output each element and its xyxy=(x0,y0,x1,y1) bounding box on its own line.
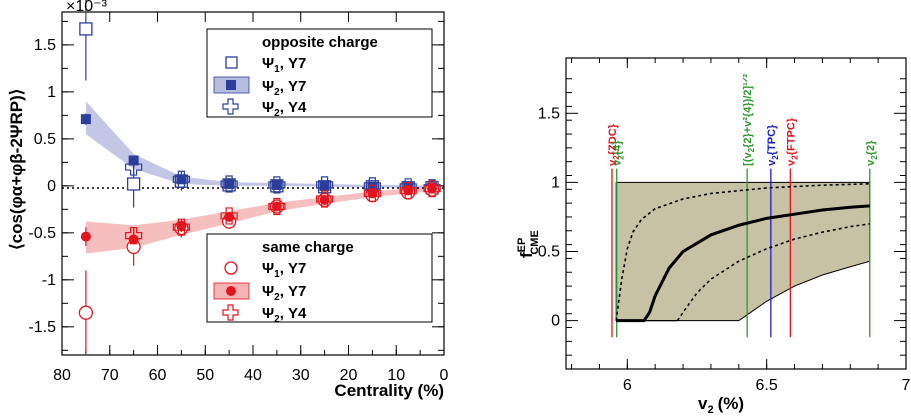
left-exponent-label: ×10⁻³ xyxy=(66,0,108,15)
data-point-open-cross xyxy=(363,184,381,202)
v2-reference-label: v2{FTPC} xyxy=(785,117,799,166)
v2-reference-label: v2{ZDC} xyxy=(607,123,621,165)
central-curve xyxy=(616,204,870,323)
legend-opposite-title: opposite charge xyxy=(262,34,378,51)
data-point-open-cross xyxy=(125,158,143,176)
right-y-tick-label: 1.5 xyxy=(538,105,560,122)
left-y-tick-label: 1 xyxy=(47,84,56,101)
right-y-tick-label: 0 xyxy=(551,313,560,330)
data-point-filled-square xyxy=(80,114,91,125)
left-y-tick-label: 1.5 xyxy=(34,37,56,54)
data-point-open-cross xyxy=(423,180,441,198)
left-x-tick-label: 40 xyxy=(244,367,262,384)
legend-open-cross-marker-red xyxy=(222,304,239,321)
legend-opposite-entry-1: Ψ1, Y7 xyxy=(262,55,306,75)
data-point-open-cross xyxy=(220,207,238,225)
left-x-tick-label: 30 xyxy=(292,367,310,384)
data-point-open-cross xyxy=(172,218,190,236)
left-x-tick-label: 60 xyxy=(149,367,167,384)
right-y-axis-label: fEPCME xyxy=(516,230,541,258)
right-y-tick-label: 0.5 xyxy=(538,244,560,261)
data-point-open-cross xyxy=(268,197,286,216)
right-plot-frame xyxy=(565,57,907,370)
left-x-axis-label: Centrality (%) xyxy=(334,381,444,400)
left-chart: 80 70 60 50 40 30 20 10 0 1.5 1 0.5 0 -0.5 -1 -1.5 oppo… xyxy=(7,0,449,400)
left-x-tick-label: 10 xyxy=(387,367,405,384)
legend-open-cross-marker xyxy=(222,98,239,115)
left-y-tick-label: 0.5 xyxy=(34,131,56,148)
legend-same-charge: same charge Ψ1, Y7 Ψ2, Y7 Ψ2, Y4 xyxy=(206,233,433,325)
left-y-axis-label: ⟨cos(φα+φβ-2ΨRP)⟩ xyxy=(7,89,26,250)
legend-filled-square-marker xyxy=(226,80,236,90)
data-point-open-cross xyxy=(220,175,238,193)
legend-open-square-marker xyxy=(225,56,238,69)
systematic-band xyxy=(85,186,433,254)
right-x-tick-label: 6.5 xyxy=(756,377,778,394)
data-point-open-square xyxy=(79,22,93,36)
left-x-tick-label: 80 xyxy=(53,367,71,384)
data-point-open-cross xyxy=(316,190,334,208)
left-x-tick-label: 50 xyxy=(196,367,214,384)
data-point-filled-circle xyxy=(80,231,91,242)
legend-open-circle-marker xyxy=(224,261,238,275)
data-point-open-cross xyxy=(172,170,190,188)
left-y-tick-label: -1.5 xyxy=(28,319,56,336)
v2-reference-label: v2{2} xyxy=(865,140,879,166)
legend-filled-circle-marker xyxy=(226,286,236,296)
legend-same-entry-1: Ψ1, Y7 xyxy=(262,260,306,280)
right-chart: 6 6.5 7 0 0.5 1 1.5 v2{ZDC}v2{4} [(v2{2}+v²{4})… xyxy=(516,57,911,416)
v2-reference-label: [(v2{2}+v²{4})/2]¹ᐟ² xyxy=(742,74,756,166)
data-point-open-cross xyxy=(125,227,143,245)
upper-bound-curve xyxy=(615,182,870,321)
legend-same-entry-3: Ψ2, Y4 xyxy=(262,305,307,325)
legend-opposite-entry-2: Ψ2, Y7 xyxy=(262,78,306,98)
right-x-tick-label: 6 xyxy=(623,377,632,394)
right-x-axis-label: v2 (%) xyxy=(698,394,744,416)
data-point-open-cross xyxy=(268,176,286,194)
left-y-tick-label: -1 xyxy=(42,272,56,289)
left-x-tick-label: 0 xyxy=(440,367,449,384)
data-point-open-square xyxy=(126,177,141,191)
legend-opposite-charge: opposite charge Ψ1, Y7 Ψ2, Y7 Ψ2, Y4 xyxy=(206,28,433,119)
data-point-open-circle xyxy=(78,305,94,320)
left-x-tick-label: 20 xyxy=(340,367,358,384)
v2-reference-label: v2{4} xyxy=(612,140,626,166)
right-y-tick-label: 1 xyxy=(551,174,560,191)
right-x-tick-label: 7 xyxy=(902,377,911,394)
legend-same-entry-2: Ψ2, Y7 xyxy=(262,283,306,303)
legend-opposite-entry-3: Ψ2, Y4 xyxy=(262,99,307,119)
data-point-open-cross xyxy=(399,181,417,200)
left-y-tick-label: -0.5 xyxy=(28,225,56,242)
v2-reference-label: v2{TPC} xyxy=(766,124,780,166)
legend-same-title: same charge xyxy=(262,239,354,256)
left-y-tick-label: 0 xyxy=(47,178,56,195)
left-x-tick-label: 70 xyxy=(101,367,119,384)
